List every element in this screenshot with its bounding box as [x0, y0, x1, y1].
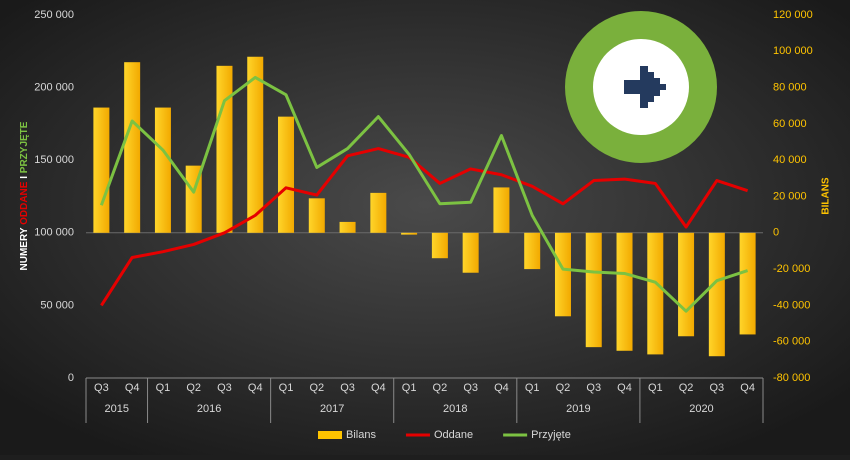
y2-tick-label: -80 000: [773, 372, 810, 384]
y-tick-label: 0: [68, 372, 74, 384]
x-tick-label: Q1: [156, 382, 171, 394]
bar: [370, 192, 387, 233]
bar: [339, 221, 356, 233]
bar: [124, 62, 141, 233]
bar: [308, 198, 325, 233]
legend-swatch: [318, 431, 342, 439]
bar: [247, 56, 264, 233]
y-tick-label: 200 000: [34, 82, 74, 94]
x-group-label: 2016: [197, 403, 221, 415]
x-tick-label: Q4: [125, 382, 140, 394]
x-tick-label: Q4: [617, 382, 632, 394]
y2-tick-label: 40 000: [773, 154, 807, 166]
bar: [585, 232, 602, 348]
y-axis-title-part: ODDANE: [19, 181, 30, 225]
y2-tick-label: 60 000: [773, 118, 807, 130]
y-tick-label: 50 000: [40, 299, 74, 311]
x-tick-label: Q3: [340, 382, 355, 394]
y2-tick-label: -40 000: [773, 299, 810, 311]
bar: [278, 116, 295, 233]
legend-label: Przyjęte: [531, 429, 571, 441]
legend-label: Bilans: [346, 429, 376, 441]
y2-tick-label: -20 000: [773, 263, 810, 275]
bar: [401, 232, 418, 235]
bar: [708, 232, 725, 357]
x-group-label: 2015: [105, 403, 129, 415]
x-tick-label: Q3: [586, 382, 601, 394]
x-tick-label: Q1: [648, 382, 663, 394]
y-tick-label: 100 000: [34, 227, 74, 239]
y-tick-label: 250 000: [34, 9, 74, 21]
x-tick-label: Q3: [709, 382, 724, 394]
bar: [431, 232, 448, 259]
bar: [493, 187, 510, 233]
y-tick-label: 150 000: [34, 154, 74, 166]
line-series: [99, 75, 749, 313]
x-tick-label: Q3: [217, 382, 232, 394]
x-tick-label: Q4: [740, 382, 755, 394]
x-tick-label: Q4: [494, 382, 509, 394]
x-tick-label: Q1: [402, 382, 417, 394]
bar: [524, 232, 541, 270]
bar: [154, 107, 171, 233]
bar: [739, 232, 756, 335]
x-group-label: 2019: [566, 403, 590, 415]
y-axis-title: NUMERY ODDANE I PRZYJĘTE: [19, 121, 30, 270]
y2-axis-title: BILANS: [821, 177, 832, 215]
y-axis-title-part: I: [19, 176, 30, 179]
x-group-label: 2017: [320, 403, 344, 415]
bar: [93, 107, 110, 233]
y2-tick-label: -60 000: [773, 336, 810, 348]
x-tick-label: Q3: [94, 382, 109, 394]
y-axis-title-part: PRZYJĘTE: [19, 121, 30, 173]
x-tick-label: Q2: [309, 382, 324, 394]
logo-icon: [565, 11, 717, 163]
bar: [462, 232, 479, 273]
y2-tick-label: 20 000: [773, 190, 807, 202]
bar: [647, 232, 664, 355]
x-group-label: 2020: [689, 403, 713, 415]
x-tick-label: Q2: [556, 382, 571, 394]
y-axis-title-part: NUMERY: [19, 227, 30, 270]
y2-tick-label: 0: [773, 227, 779, 239]
y2-tick-label: 100 000: [773, 45, 813, 57]
bar: [216, 65, 233, 233]
y2-tick-label: 120 000: [773, 9, 813, 21]
bar: [554, 232, 571, 317]
x-tick-label: Q2: [186, 382, 201, 394]
y2-tick-label: 80 000: [773, 82, 807, 94]
x-group-label: 2018: [443, 403, 467, 415]
x-tick-label: Q2: [433, 382, 448, 394]
x-tick-label: Q2: [679, 382, 694, 394]
x-tick-label: Q4: [248, 382, 263, 394]
x-tick-label: Q1: [279, 382, 294, 394]
x-tick-label: Q3: [463, 382, 478, 394]
bar: [616, 232, 633, 351]
legend-label: Oddane: [434, 429, 473, 441]
bar: [678, 232, 695, 337]
x-tick-label: Q1: [525, 382, 540, 394]
x-tick-label: Q4: [371, 382, 386, 394]
line-series: [100, 147, 749, 307]
